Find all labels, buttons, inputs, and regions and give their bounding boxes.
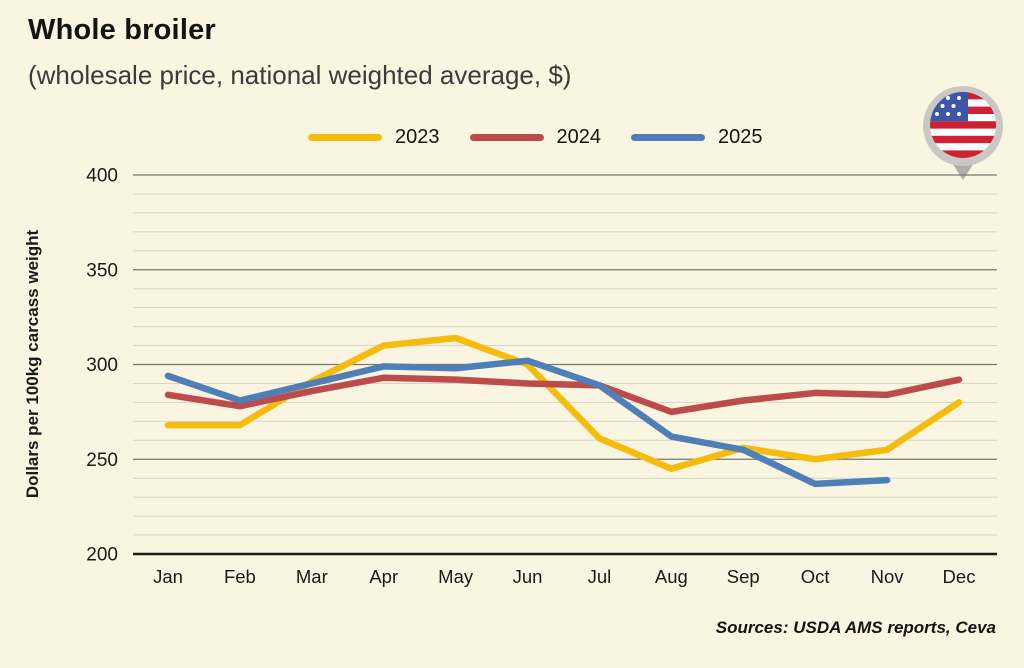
us-flag-pin-icon [923, 86, 1003, 180]
legend-label-2023: 2023 [395, 126, 440, 148]
legend-item-2023: 2023 [308, 126, 440, 149]
legend-item-2025: 2025 [631, 126, 763, 149]
series-line-2024 [164, 374, 963, 416]
y-tick-label-350: 350 [86, 260, 118, 281]
series-line-2025 [164, 357, 891, 488]
legend-label-2025: 2025 [718, 126, 763, 148]
x-tick-label-Jun: Jun [513, 566, 543, 587]
legend-swatch-2024 [469, 134, 544, 141]
x-tick-label-Jul: Jul [588, 566, 612, 587]
legend-swatch-2023 [308, 134, 382, 141]
x-tick-label-Sep: Sep [727, 566, 760, 587]
legend-label-2024: 2024 [556, 126, 602, 148]
x-tick-label-Jan: Jan [153, 566, 183, 587]
x-tick-label-Feb: Feb [224, 566, 256, 587]
y-tick-label-200: 200 [86, 545, 118, 566]
x-tick-label-Dec: Dec [943, 566, 976, 587]
legend-swatch-2025 [631, 134, 705, 141]
x-tick-label-Apr: Apr [369, 566, 398, 587]
y-axis-title: Dollars per 100kg carcass weight [23, 229, 42, 498]
chart-title: Whole broiler [28, 14, 216, 46]
source-text: Sources: USDA AMS reports, Ceva [715, 618, 996, 637]
chart-subtitle: (wholesale price, national weighted aver… [28, 60, 572, 90]
y-tick-label-400: 400 [86, 166, 118, 187]
y-tick-label-300: 300 [86, 355, 118, 376]
chart-legend: 2023 2024 2025 [308, 126, 763, 149]
y-tick-label-250: 250 [86, 450, 118, 471]
series-line-2023 [164, 334, 963, 472]
x-tick-label-Oct: Oct [801, 566, 830, 587]
x-tick-label-May: May [438, 566, 474, 587]
x-tick-label-Nov: Nov [871, 566, 905, 587]
x-tick-label-Mar: Mar [296, 566, 328, 587]
legend-item-2024: 2024 [469, 126, 602, 149]
x-tick-label-Aug: Aug [655, 566, 688, 587]
